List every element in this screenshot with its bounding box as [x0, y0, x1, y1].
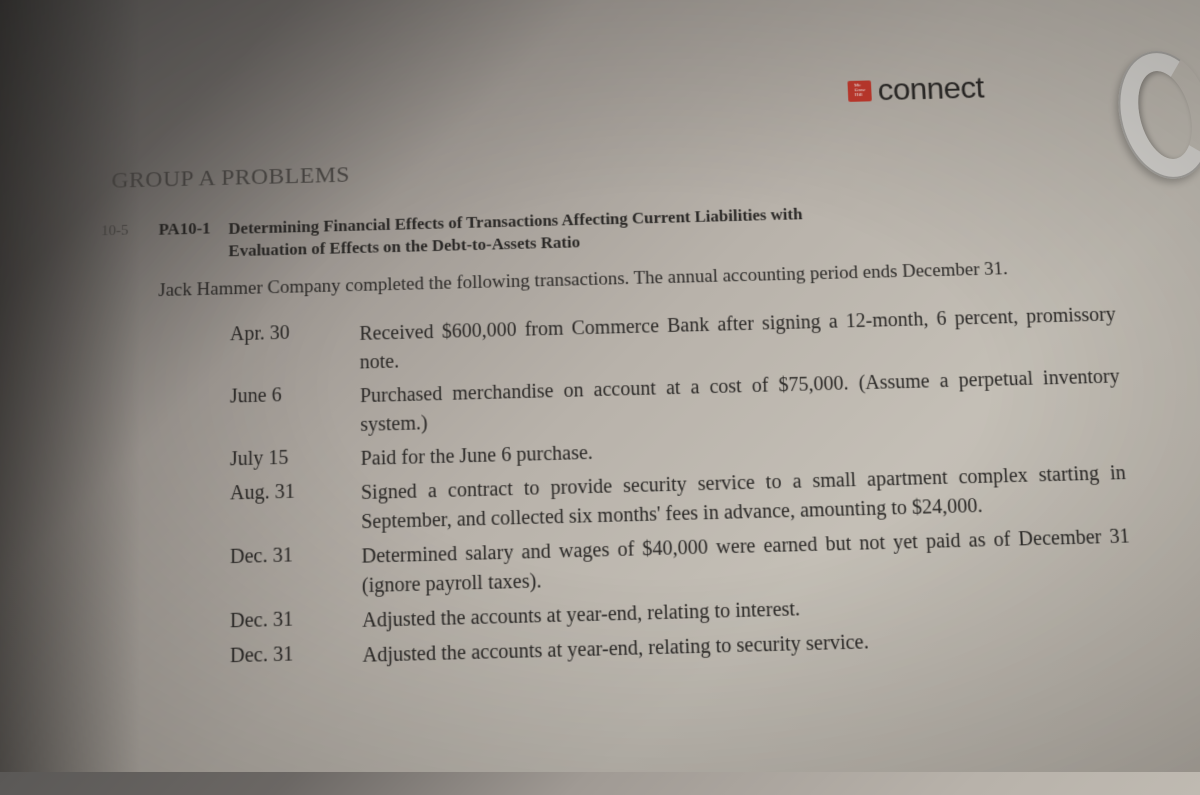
transaction-date: June 6 [230, 384, 320, 443]
transaction-date: Dec. 31 [230, 544, 321, 604]
brand-text: connect [877, 70, 985, 108]
problem-id: PA10-1 [158, 219, 210, 265]
transaction-date: Dec. 31 [230, 607, 322, 638]
page-content: McGrawHill connect GROUP A PROBLEMS 10-5… [0, 0, 1200, 795]
transaction-desc: Adjusted the accounts at year-end, relat… [362, 628, 869, 671]
section-title: GROUP A PROBLEMS [111, 143, 1106, 194]
transaction-desc: Paid for the June 6 purchase. [360, 439, 593, 473]
transaction-date: Dec. 31 [230, 643, 322, 675]
transaction-date: Aug. 31 [230, 480, 321, 540]
problem-header: 10-5 PA10-1 Determining Financial Effect… [101, 196, 1111, 266]
transaction-date: July 15 [230, 446, 321, 477]
intro-text: Jack Hammer Company completed the follow… [158, 254, 1113, 304]
problem-title-line2: Evaluation of Effects on the Debt-to-Ass… [228, 233, 580, 260]
margin-ref: 10-5 [101, 221, 141, 267]
transaction-date: Apr. 30 [230, 322, 320, 380]
brand-block: McGrawHill connect [848, 70, 985, 109]
problem-title: Determining Financial Effects of Transac… [228, 204, 803, 263]
transaction-desc: Adjusted the accounts at year-end, relat… [362, 595, 801, 636]
transactions-list: Apr. 30 Received $600,000 from Commerce … [230, 301, 1137, 674]
problem-title-line1: Determining Financial Effects of Transac… [228, 205, 802, 238]
brand-icon: McGrawHill [848, 80, 872, 101]
